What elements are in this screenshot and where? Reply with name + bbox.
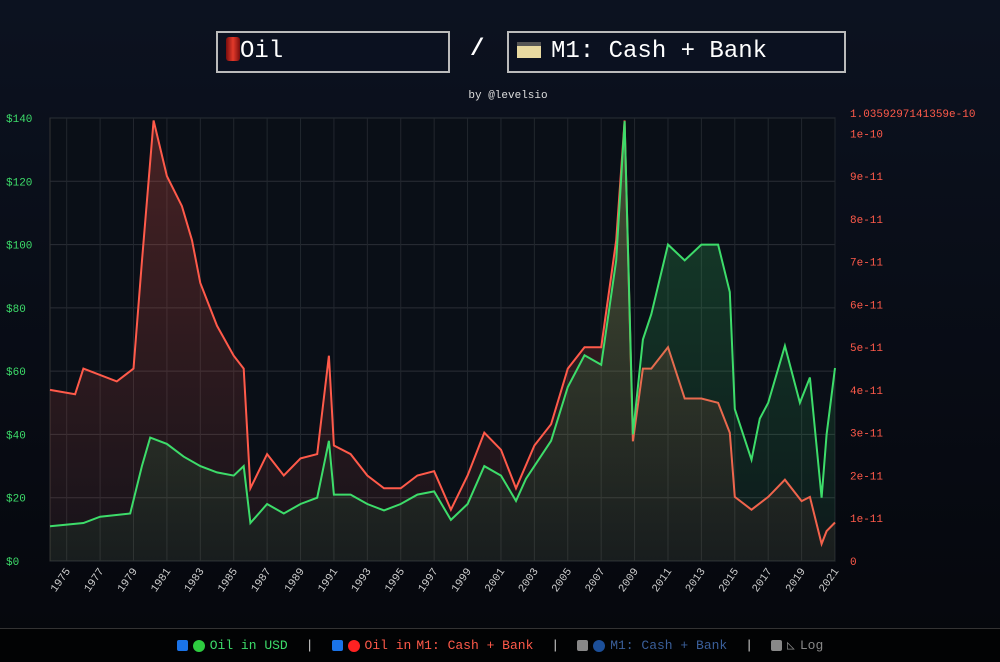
x-tick-label: 1983 — [183, 566, 208, 595]
x-tick-label: 1979 — [116, 566, 141, 595]
right-tick-label: 1e-10 — [850, 129, 883, 141]
x-tick-label: 2003 — [517, 566, 542, 595]
right-tick-label: 0 — [850, 557, 857, 569]
x-tick-label: 1999 — [450, 566, 475, 595]
separator: | — [305, 638, 314, 653]
denominator-selector[interactable]: M1: Cash + Bank — [507, 31, 846, 73]
left-tick-label: $40 — [6, 430, 26, 442]
legend-oil-in-m1[interactable]: Oil in M1: Cash + Bank — [331, 638, 534, 653]
denominator-label: M1: Cash + Bank — [551, 38, 768, 65]
series-area — [50, 121, 835, 561]
right-tick-label: 7e-11 — [850, 258, 883, 270]
right-tick-label: 5e-11 — [850, 343, 883, 355]
x-tick-label: 2009 — [617, 566, 642, 595]
left-tick-label: $20 — [6, 494, 26, 506]
left-tick-label: $120 — [6, 177, 32, 189]
separator: | — [551, 638, 560, 653]
legend-log[interactable]: ◺ Log — [771, 638, 823, 653]
legend-label: Log — [799, 638, 824, 653]
right-tick-label: 4e-11 — [850, 386, 883, 398]
right-tick-label: 1e-11 — [850, 514, 883, 526]
separator: | — [745, 638, 754, 653]
x-tick-label: 2007 — [583, 566, 608, 595]
blue-circle-icon — [593, 639, 606, 652]
legend-label: Oil in — [364, 638, 412, 653]
green-circle-icon — [192, 639, 205, 652]
triangle-ruler-icon: ◺ — [787, 638, 795, 653]
x-tick-label: 2017 — [750, 566, 775, 595]
right-tick-label: 1.0359297141359e-10 — [850, 109, 975, 121]
x-tick-label: 1997 — [416, 566, 441, 595]
x-tick-label: 2011 — [650, 566, 675, 595]
series-line — [49, 121, 836, 528]
x-tick-label: 1989 — [283, 566, 308, 595]
x-tick-label: 1993 — [350, 566, 375, 595]
left-tick-label: $60 — [6, 367, 26, 379]
x-tick-label: 1987 — [249, 566, 274, 595]
right-tick-label: 2e-11 — [850, 471, 883, 483]
credit-card-icon — [517, 42, 541, 58]
left-tick-label: $140 — [6, 114, 32, 126]
byline: by @levelsio — [468, 90, 548, 102]
numerator-selector[interactable]: Oil — [216, 31, 450, 73]
x-tick-label: 2021 — [817, 566, 842, 595]
x-tick-label: 1977 — [82, 566, 107, 595]
x-tick-label: 2005 — [550, 566, 575, 595]
legend-label: Oil in USD — [209, 638, 288, 653]
oil-barrel-icon — [226, 37, 240, 61]
left-tick-label: $80 — [6, 304, 26, 316]
x-tick-label: 2015 — [717, 566, 742, 595]
checkbox-unchecked[interactable] — [771, 640, 783, 651]
x-tick-label: 1985 — [216, 566, 241, 595]
legend-m1[interactable]: M1: Cash + Bank — [577, 638, 727, 653]
x-tick-label: 2019 — [784, 566, 809, 595]
right-tick-label: 8e-11 — [850, 215, 883, 227]
x-tick-label: 2013 — [684, 566, 709, 595]
divide-slash: / — [470, 36, 485, 63]
checkbox-unchecked[interactable] — [577, 640, 589, 651]
x-tick-label: 1975 — [49, 566, 74, 595]
legend-oil-usd[interactable]: Oil in USD — [176, 638, 288, 653]
right-tick-label: 6e-11 — [850, 300, 883, 312]
numerator-label: Oil — [240, 38, 284, 65]
left-tick-label: $100 — [6, 241, 32, 253]
legend-label: M1: Cash + Bank — [416, 638, 534, 653]
chart: $0 $20 $40 $60 $80 $100 $120 $140 0 1e-11 2e-11 3e-… — [6, 109, 975, 595]
legend: Oil in USD | Oil in M1: Cash + Bank | M1:… — [0, 628, 1000, 662]
right-tick-label: 3e-11 — [850, 429, 883, 441]
legend-label: M1: Cash + Bank — [610, 638, 728, 653]
checkbox-checked[interactable] — [331, 640, 343, 651]
x-tick-label: 1981 — [149, 566, 174, 595]
x-tick-label: 2001 — [483, 566, 508, 595]
checkbox-checked[interactable] — [176, 640, 188, 651]
left-tick-label: $0 — [6, 557, 19, 569]
x-tick-label: 1995 — [383, 566, 408, 595]
x-tick-label: 1991 — [316, 566, 341, 595]
right-tick-label: 9e-11 — [850, 172, 883, 184]
red-circle-icon — [347, 639, 360, 652]
